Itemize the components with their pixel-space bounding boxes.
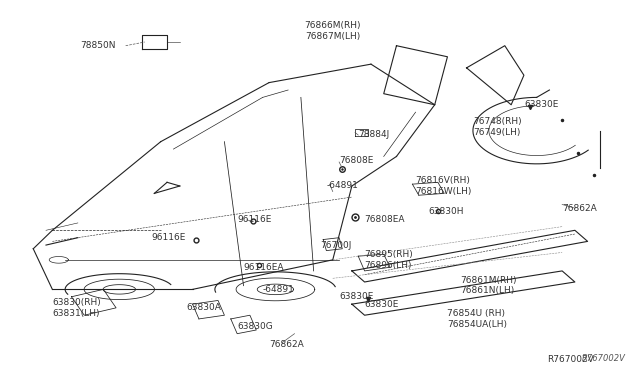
Text: 76866M(RH)
76867M(LH): 76866M(RH) 76867M(LH) — [305, 21, 361, 41]
Text: 76808EA: 76808EA — [365, 215, 405, 224]
Text: 76816V(RH)
76816W(LH): 76816V(RH) 76816W(LH) — [415, 176, 472, 196]
Text: 76862A: 76862A — [269, 340, 304, 349]
Text: 76895(RH)
76896(LH): 76895(RH) 76896(LH) — [365, 250, 413, 270]
Text: 63830G: 63830G — [237, 322, 273, 331]
Text: 96116E: 96116E — [152, 233, 186, 242]
Text: -64891: -64891 — [326, 182, 358, 190]
Text: 76700J: 76700J — [320, 241, 351, 250]
Text: 63830A: 63830A — [186, 303, 221, 312]
Text: 63830E: 63830E — [339, 292, 374, 301]
Text: 63830H: 63830H — [428, 207, 464, 217]
Text: R767002V: R767002V — [547, 355, 594, 364]
Text: 63830E: 63830E — [524, 100, 558, 109]
Text: -64891: -64891 — [262, 285, 294, 294]
Text: 78884J: 78884J — [358, 130, 390, 139]
Text: 76748(RH)
76749(LH): 76748(RH) 76749(LH) — [473, 117, 522, 137]
Text: R767002V: R767002V — [582, 354, 626, 363]
Text: 76862A: 76862A — [562, 203, 597, 213]
Text: 76861M(RH)
76861N(LH): 76861M(RH) 76861N(LH) — [460, 276, 516, 295]
Text: 76854U (RH)
76854UA(LH): 76854U (RH) 76854UA(LH) — [447, 309, 508, 328]
Text: 96116E: 96116E — [237, 215, 271, 224]
Text: 76808E: 76808E — [339, 155, 374, 165]
Text: 78850N: 78850N — [81, 41, 116, 50]
Text: 63830(RH)
63831(LH): 63830(RH) 63831(LH) — [52, 298, 101, 318]
Text: 63830E: 63830E — [365, 300, 399, 309]
Text: 96116EA: 96116EA — [244, 263, 284, 272]
